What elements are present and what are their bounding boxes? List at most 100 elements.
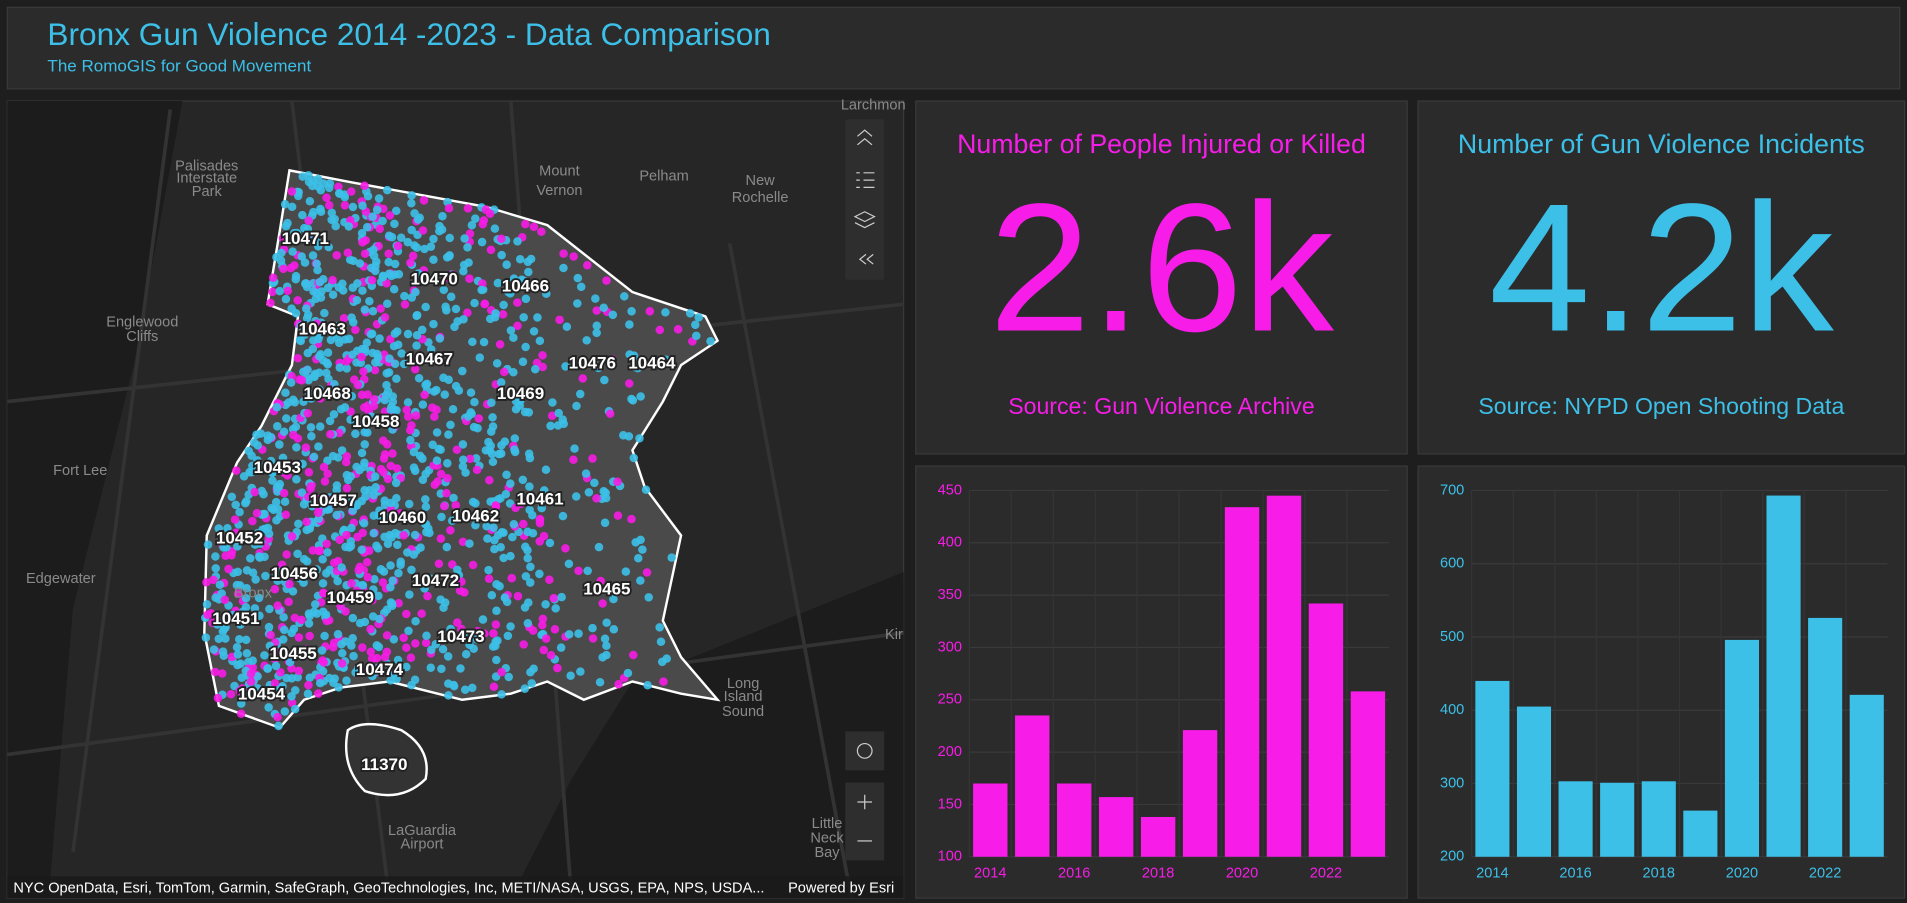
incident-point bbox=[509, 274, 519, 283]
incident-point bbox=[487, 590, 497, 600]
incident-point bbox=[659, 677, 668, 686]
map[interactable]: 10471 10470 10466 10463 10467 10476 10464 10468… bbox=[6, 98, 906, 899]
incident-point bbox=[558, 415, 567, 424]
incident-point bbox=[529, 664, 538, 673]
incident-point bbox=[348, 350, 357, 359]
incident-point bbox=[368, 671, 377, 681]
incident-point bbox=[457, 577, 466, 586]
incident-point bbox=[332, 510, 342, 520]
incident-point bbox=[337, 563, 346, 572]
incident-point bbox=[304, 216, 313, 226]
incident-point bbox=[236, 620, 245, 629]
incident-point bbox=[259, 489, 268, 499]
incident-point bbox=[421, 380, 430, 390]
place-label: Pelham bbox=[639, 168, 688, 184]
incident-point bbox=[594, 542, 604, 552]
incident-point bbox=[272, 516, 281, 525]
incident-point bbox=[325, 416, 335, 426]
incident-point bbox=[470, 298, 479, 308]
incident-point bbox=[309, 287, 318, 296]
incident-point bbox=[592, 321, 602, 331]
incident-point bbox=[539, 486, 549, 495]
bar bbox=[1808, 617, 1843, 857]
incident-point bbox=[349, 651, 358, 661]
incident-point bbox=[388, 576, 397, 585]
incident-point bbox=[633, 363, 643, 373]
incident-point bbox=[296, 321, 306, 331]
incident-point bbox=[642, 568, 652, 577]
x-tick-label: 2016 bbox=[1058, 866, 1090, 882]
incident-point bbox=[509, 333, 518, 342]
incident-point bbox=[372, 653, 382, 663]
incident-point bbox=[468, 560, 478, 570]
incident-point bbox=[405, 425, 415, 435]
incident-point bbox=[467, 221, 477, 230]
powered-by[interactable]: Powered by Esri bbox=[788, 880, 894, 896]
incident-point bbox=[475, 353, 485, 362]
incident-point bbox=[465, 640, 474, 650]
incident-point bbox=[382, 185, 392, 195]
incident-point bbox=[355, 465, 364, 475]
incident-point bbox=[581, 469, 591, 478]
incident-point bbox=[394, 598, 403, 608]
incident-point bbox=[319, 588, 328, 598]
incident-point bbox=[241, 635, 251, 645]
incident-point bbox=[368, 595, 377, 605]
incident-point bbox=[302, 517, 311, 527]
incident-point bbox=[390, 219, 399, 229]
locate-button[interactable] bbox=[845, 731, 885, 771]
incident-point bbox=[541, 634, 551, 643]
incident-point bbox=[472, 635, 481, 644]
incident-point bbox=[237, 673, 247, 682]
incident-point bbox=[592, 494, 601, 503]
incident-point bbox=[320, 308, 329, 318]
incident-point bbox=[380, 496, 389, 505]
incident-point bbox=[524, 449, 534, 459]
incident-point bbox=[359, 403, 369, 412]
incident-point bbox=[485, 475, 494, 485]
incident-point bbox=[453, 565, 462, 575]
incident-point bbox=[601, 488, 610, 498]
x-tick-label: 2018 bbox=[1142, 866, 1174, 882]
incident-point bbox=[362, 222, 372, 232]
incident-point bbox=[434, 559, 444, 568]
legend-button[interactable] bbox=[856, 172, 875, 189]
zip-label: 10452 bbox=[216, 529, 263, 548]
incident-point bbox=[297, 615, 306, 625]
incident-point bbox=[337, 649, 347, 658]
layers-button[interactable] bbox=[853, 211, 876, 229]
incident-point bbox=[418, 454, 427, 463]
incident-point bbox=[286, 378, 296, 387]
incident-point bbox=[613, 511, 623, 520]
incident-point bbox=[592, 328, 601, 338]
incident-point bbox=[301, 443, 311, 452]
incident-point bbox=[281, 294, 291, 304]
incident-point bbox=[473, 423, 482, 433]
incident-point bbox=[404, 626, 413, 636]
incident-point bbox=[492, 655, 501, 665]
collapse-button[interactable] bbox=[857, 129, 873, 146]
incident-point bbox=[391, 206, 401, 216]
incident-point bbox=[392, 327, 402, 336]
y-tick-label: 100 bbox=[938, 849, 962, 865]
incident-point bbox=[421, 495, 430, 504]
incident-point bbox=[265, 604, 274, 614]
incident-point bbox=[202, 600, 212, 609]
expand-button[interactable] bbox=[858, 253, 874, 265]
x-tick-label: 2022 bbox=[1310, 866, 1342, 882]
incident-point bbox=[375, 506, 384, 515]
incident-point bbox=[545, 538, 555, 548]
incident-point bbox=[312, 565, 322, 574]
incident-point bbox=[447, 516, 457, 526]
bar bbox=[1266, 495, 1302, 857]
incident-point bbox=[376, 304, 385, 313]
incident-point bbox=[442, 306, 451, 315]
incident-point bbox=[458, 440, 468, 449]
zoom-in-button[interactable] bbox=[857, 794, 873, 810]
incident-point bbox=[347, 523, 356, 533]
incident-point bbox=[556, 643, 566, 652]
incident-point bbox=[588, 623, 597, 633]
incident-point bbox=[436, 534, 446, 543]
incident-point bbox=[625, 350, 634, 359]
y-tick-label: 400 bbox=[938, 535, 962, 551]
